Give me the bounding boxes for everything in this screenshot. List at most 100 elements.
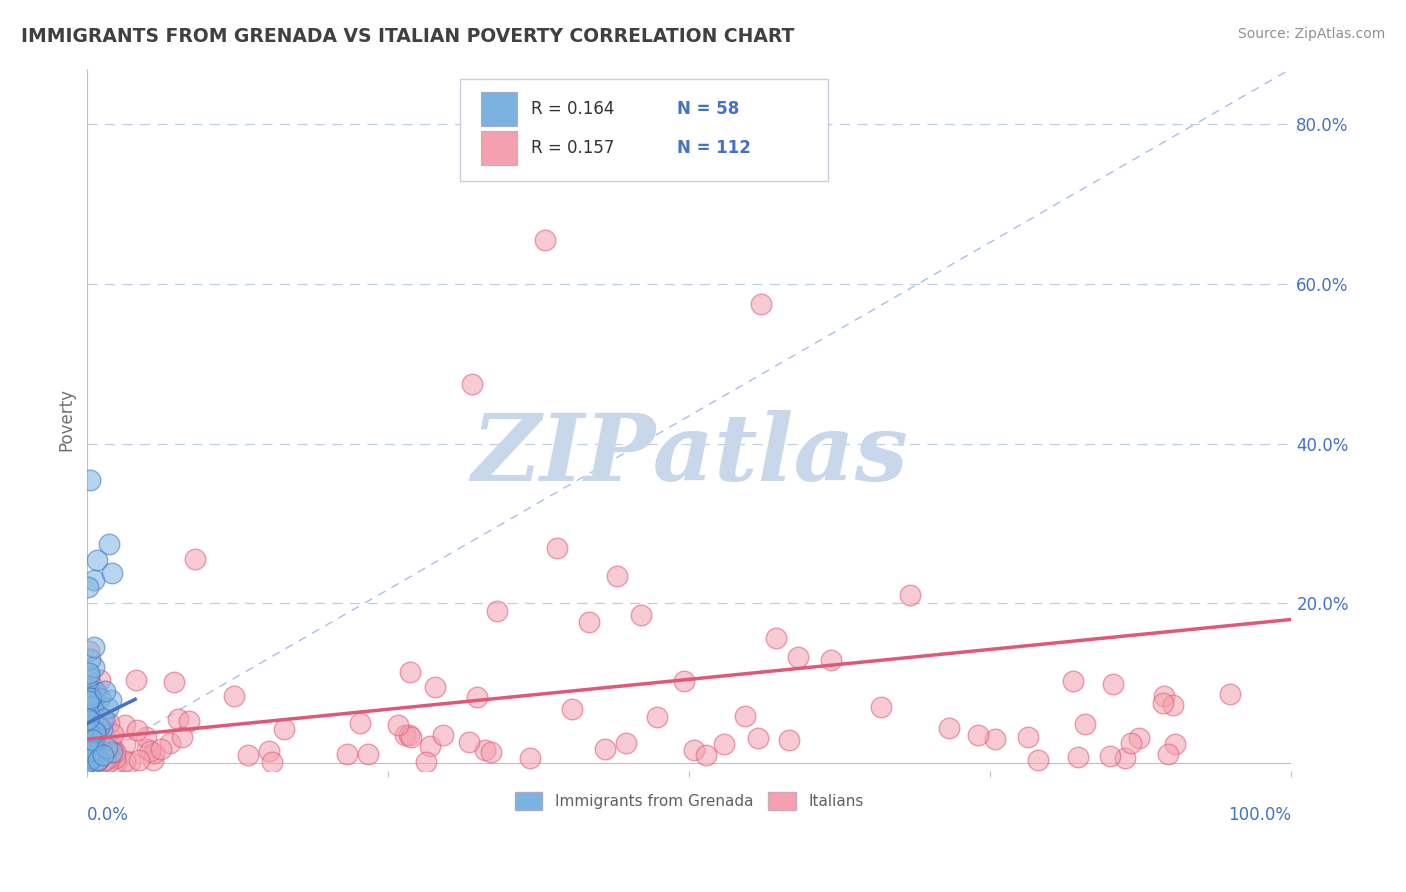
Point — [97, 701, 120, 715]
Point — [118, 756, 141, 770]
Point — [734, 708, 756, 723]
Point — [83, 737, 105, 751]
Point — [713, 737, 735, 751]
Point — [79, 691, 101, 706]
Point — [645, 709, 668, 723]
Point — [560, 702, 582, 716]
Point — [695, 747, 717, 762]
Point — [77, 739, 100, 754]
Point — [465, 690, 488, 705]
Point — [83, 740, 105, 755]
Point — [103, 745, 125, 759]
Point — [83, 640, 105, 654]
Point — [349, 716, 371, 731]
Point — [1073, 717, 1095, 731]
Point — [94, 683, 117, 698]
Point — [96, 741, 118, 756]
Point — [1102, 676, 1125, 690]
Point — [336, 747, 359, 762]
Point — [1128, 731, 1150, 745]
Point — [79, 702, 101, 716]
Point — [79, 715, 101, 730]
Point — [79, 753, 101, 767]
Point — [94, 753, 117, 767]
Point — [751, 297, 773, 311]
Point — [79, 706, 101, 720]
Text: 100.0%: 100.0% — [1229, 806, 1292, 824]
Point — [458, 735, 481, 749]
Point — [136, 742, 159, 756]
Point — [82, 733, 104, 747]
Point — [485, 604, 508, 618]
Legend: Immigrants from Grenada, Italians: Immigrants from Grenada, Italians — [509, 787, 870, 816]
Point — [1152, 696, 1174, 710]
Point — [77, 750, 100, 764]
Point — [432, 729, 454, 743]
Point — [533, 233, 555, 247]
Point — [262, 755, 284, 769]
Point — [79, 713, 101, 727]
Point — [167, 712, 190, 726]
Point — [114, 754, 136, 768]
Point — [820, 653, 842, 667]
Text: R = 0.157: R = 0.157 — [531, 139, 614, 157]
Point — [93, 712, 115, 726]
Point — [80, 731, 103, 746]
Point — [474, 743, 496, 757]
Point — [114, 717, 136, 731]
Point — [149, 742, 172, 756]
Point — [91, 754, 114, 768]
Point — [100, 693, 122, 707]
Point — [79, 669, 101, 683]
Point — [84, 726, 107, 740]
Point — [1026, 754, 1049, 768]
Point — [593, 742, 616, 756]
Point — [747, 731, 769, 745]
Point — [423, 680, 446, 694]
Point — [82, 743, 104, 757]
Point — [84, 723, 107, 738]
Point — [236, 747, 259, 762]
Point — [966, 728, 988, 742]
Point — [870, 699, 893, 714]
Point — [415, 756, 437, 770]
Point — [79, 734, 101, 748]
Point — [630, 608, 652, 623]
Point — [80, 691, 103, 706]
Point — [479, 745, 502, 759]
Point — [125, 673, 148, 687]
Point — [91, 748, 114, 763]
Point — [77, 644, 100, 658]
Point — [142, 753, 165, 767]
Point — [79, 747, 101, 761]
Point — [80, 751, 103, 765]
Point — [84, 685, 107, 699]
Point — [114, 737, 136, 751]
Point — [1157, 747, 1180, 762]
Point — [765, 632, 787, 646]
Point — [163, 675, 186, 690]
Point — [1017, 730, 1039, 744]
Point — [1062, 674, 1084, 689]
Point — [143, 747, 166, 761]
Point — [90, 722, 112, 736]
Point — [87, 753, 110, 767]
Point — [273, 723, 295, 737]
Point — [1219, 687, 1241, 701]
Point — [606, 568, 628, 582]
Text: Source: ZipAtlas.com: Source: ZipAtlas.com — [1237, 27, 1385, 41]
Point — [135, 730, 157, 744]
Point — [159, 736, 181, 750]
Point — [1119, 736, 1142, 750]
Point — [76, 712, 98, 726]
Point — [787, 650, 810, 665]
Point — [97, 755, 120, 769]
Point — [77, 755, 100, 769]
Point — [100, 750, 122, 764]
Point — [104, 756, 127, 770]
Point — [84, 748, 107, 763]
Point — [387, 718, 409, 732]
Point — [128, 753, 150, 767]
Text: N = 112: N = 112 — [678, 139, 751, 157]
Point — [87, 720, 110, 734]
